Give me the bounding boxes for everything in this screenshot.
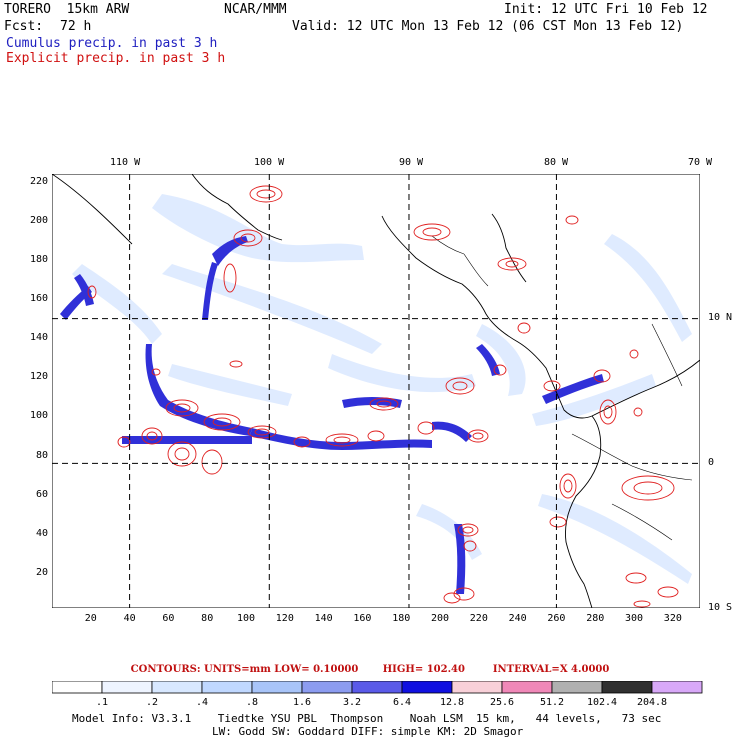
legend-label: 51.2: [540, 697, 564, 708]
legend-label: 25.6: [490, 697, 514, 708]
lat-label-0: 0: [708, 457, 715, 468]
x-tick-label: 140: [314, 613, 333, 624]
legend-label: .2: [146, 697, 158, 708]
y-tick-label: 60: [35, 488, 48, 500]
explicit-legend-label: Explicit precip. in past 3 h: [6, 51, 226, 66]
legend-swatch: [651, 681, 703, 694]
y-tick-label: 220: [29, 175, 48, 187]
legend-swatch: [401, 681, 453, 694]
contour-info: CONTOURS: UNITS=mm LOW= 0.10000 HIGH= 10…: [0, 664, 740, 675]
coastline: [52, 174, 700, 608]
cumulus-light-shading: [72, 194, 692, 584]
legend-label: 1.6: [293, 697, 311, 708]
x-tick-label: 220: [469, 613, 488, 624]
legend-swatch: [551, 681, 603, 694]
lon-label-80w: 80 W: [544, 157, 569, 168]
explicit-precip-contours: [87, 185, 679, 608]
contour-units: CONTOURS: UNITS=mm LOW= 0.10000: [130, 664, 359, 675]
x-tick-label: 320: [663, 613, 682, 624]
color-legend: .1.2.4.81.63.26.412.825.651.2102.4204.8m…: [52, 681, 703, 708]
x-tick-label: 60: [162, 613, 175, 624]
model-info: Model Info: V3.3.1 Tiedtke YSU PBL Thomp…: [72, 712, 662, 725]
lat-label-10s: 10 S: [708, 602, 733, 613]
contour-high: HIGH= 102.40: [382, 664, 465, 675]
x-tick-label: 80: [201, 613, 214, 624]
legend-swatch: [351, 681, 403, 694]
x-tick-label: 280: [586, 613, 605, 624]
y-tick-label: 20: [35, 566, 48, 578]
x-tick-label: 200: [430, 613, 450, 624]
legend-swatch: [251, 681, 303, 694]
legend-label: 102.4: [587, 697, 617, 708]
country-borders: [431, 235, 693, 541]
precipitation-map: [52, 174, 700, 608]
x-tick-label: 260: [547, 613, 566, 624]
organization-label: NCAR/MMM: [224, 2, 287, 17]
x-tick-label: 300: [625, 613, 644, 624]
x-tick-label: 240: [508, 613, 527, 624]
legend-label: 204.8: [637, 697, 667, 708]
valid-time: Valid: 12 UTC Mon 13 Feb 12 (06 CST Mon …: [292, 19, 684, 34]
x-tick-label: 20: [84, 613, 97, 624]
y-tick-label: 200: [29, 214, 48, 226]
lon-label-110w: 110 W: [110, 157, 141, 168]
lat-label-10n: 10 N: [708, 312, 733, 323]
lon-label-100w: 100 W: [254, 157, 285, 168]
legend-label: .8: [246, 697, 258, 708]
y-tick-label: 160: [29, 293, 48, 305]
grid-lines: [52, 174, 700, 608]
legend-swatch: [151, 681, 203, 694]
forecast-hours: 72 h: [60, 19, 92, 34]
legend-label: .4: [196, 697, 208, 708]
legend-label: 12.8: [440, 697, 464, 708]
x-tick-label: 120: [275, 613, 294, 624]
map-frame: [52, 174, 700, 608]
x-tick-label: 40: [123, 613, 136, 624]
legend-label: 6.4: [393, 697, 411, 708]
contour-interval: INTERVAL=X 4.0000: [492, 664, 610, 675]
physics-info: LW: Godd SW: Goddard DIFF: simple KM: 2D…: [212, 725, 524, 738]
lon-label-90w: 90 W: [399, 157, 424, 168]
y-tick-label: 180: [29, 254, 48, 266]
x-tick-label: 100: [236, 613, 256, 624]
y-tick-label: 100: [29, 410, 48, 422]
legend-swatch: [301, 681, 353, 694]
y-tick-label: 40: [35, 527, 48, 539]
lon-label-70w: 70 W: [688, 157, 713, 168]
model-title: TORERO 15km ARW: [4, 2, 130, 17]
cumulus-legend-label: Cumulus precip. in past 3 h: [6, 36, 218, 51]
legend-swatch: [101, 681, 153, 694]
legend-label: 3.2: [343, 697, 361, 708]
legend-swatch: [451, 681, 503, 694]
legend-swatch: [601, 681, 653, 694]
legend-swatch: [201, 681, 253, 694]
legend-swatch: [52, 681, 103, 694]
x-tick-label: 180: [392, 613, 411, 624]
y-tick-label: 120: [29, 371, 48, 383]
init-time: Init: 12 UTC Fri 10 Feb 12: [504, 2, 708, 17]
legend-swatch: [501, 681, 553, 694]
y-tick-label: 140: [29, 332, 48, 344]
x-tick-label: 160: [353, 613, 372, 624]
legend-label: .1: [96, 697, 108, 708]
forecast-label: Fcst:: [4, 19, 44, 34]
y-tick-label: 80: [35, 449, 48, 461]
